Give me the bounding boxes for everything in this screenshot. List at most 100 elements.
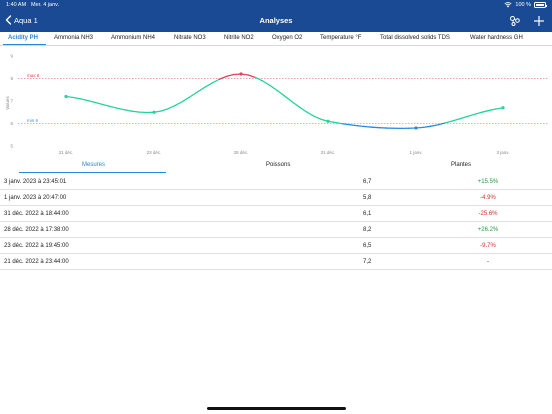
row-date: 21 déc. 2022 à 23:44:00 <box>4 258 69 265</box>
status-time: 1:40 AM <box>6 2 27 8</box>
x-tick-label: 28 déc. <box>234 150 249 155</box>
table-row[interactable]: 31 déc. 2022 à 18:44:00 6,1 -25.6% <box>0 206 552 222</box>
series-line-segment <box>72 96 82 100</box>
series-line-segment <box>437 122 446 126</box>
header: 1:40 AM Mer. 4 janv. 100 % Aqua 1 Analys… <box>0 0 552 32</box>
reference-line-label: min 6 <box>27 118 39 123</box>
tab-nitrite-no2[interactable]: Nitrite NO2 <box>224 35 254 41</box>
y-tick-label: 8 <box>10 76 13 81</box>
data-point <box>64 94 68 99</box>
series-line-segment <box>160 107 170 112</box>
tab-ammonium-nh4[interactable]: Ammonium NH4 <box>111 35 156 41</box>
battery-icon <box>534 2 547 8</box>
series-line-segment <box>305 111 315 117</box>
segment-plantes[interactable]: Plantes <box>451 162 472 168</box>
series-line-segment <box>131 110 140 113</box>
series-line-segment <box>225 73 235 78</box>
table-row[interactable]: 3 janv. 2023 à 23:45:01 6,7 +15.5% <box>0 174 552 190</box>
row-date: 1 janv. 2023 à 20:47:00 <box>4 194 67 201</box>
tab-oxygen-o2[interactable]: Oxygen O2 <box>272 35 303 41</box>
series-line-segment <box>94 101 104 106</box>
row-date: 3 janv. 2023 à 23:45:01 <box>4 178 67 185</box>
series-line-segment <box>342 123 351 126</box>
y-tick-label: 7 <box>10 99 13 104</box>
row-value: 6,7 <box>363 178 372 185</box>
row-date: 31 déc. 2022 à 18:44:00 <box>4 210 69 217</box>
parameter-tabs: Acidity PH Ammonia NH3 Ammonium NH4 Nitr… <box>0 32 552 46</box>
series-line-segment <box>487 108 497 112</box>
series-line-segment <box>182 95 191 102</box>
series-line-segment <box>473 111 482 116</box>
row-change: +26.2% <box>477 226 499 233</box>
tab-temperature[interactable]: Temperature °F <box>320 35 362 41</box>
back-label: Aqua 1 <box>14 15 38 25</box>
series-line-segment <box>269 84 278 92</box>
series-line-segment <box>466 113 475 118</box>
table-row[interactable]: 28 déc. 2022 à 17:38:00 8,2 +26.2% <box>0 222 552 238</box>
series-line-segment <box>87 99 96 104</box>
back-button[interactable]: Aqua 1 <box>5 15 38 25</box>
series-line-segment <box>480 109 490 114</box>
series-line-segment <box>175 100 184 106</box>
battery-percent: 100 % <box>515 2 531 8</box>
series-line-segment <box>283 95 293 103</box>
series-line-segment <box>349 124 358 127</box>
table-row[interactable]: 21 déc. 2022 à 23:44:00 7,2 - <box>0 254 552 270</box>
row-value: 8,2 <box>363 226 372 233</box>
series-line-segment <box>364 125 373 128</box>
series-line-segment <box>422 125 432 129</box>
y-axis-label: Values <box>5 96 10 110</box>
series-line-segment <box>334 121 344 125</box>
page-title: Analyses <box>259 16 293 25</box>
series-line-segment <box>444 120 453 124</box>
data-point <box>239 72 243 76</box>
tab-acidity-ph[interactable]: Acidity PH <box>8 35 39 41</box>
ph-line-chart: 5 6 7 8 9 Values 21 déc. 23 déc. 28 déc. 31 déc. 1… <box>5 54 548 155</box>
active-segment-indicator <box>19 172 166 174</box>
row-date: 28 déc. 2022 à 17:38:00 <box>4 226 69 233</box>
nav-bar: Aqua 1 Analyses <box>0 11 552 32</box>
series-line-segment <box>276 89 286 97</box>
table-row[interactable]: 23 déc. 2022 à 19:45:00 6,5 -9.7% <box>0 238 552 254</box>
status-bar: 1:40 AM Mer. 4 janv. 100 % <box>0 0 552 11</box>
data-point <box>326 119 330 123</box>
status-date: Mer. 4 janv. <box>31 2 60 8</box>
row-change: -9.7% <box>480 242 496 249</box>
segment-poissons[interactable]: Poissons <box>266 162 291 168</box>
series-line-segment <box>196 86 206 93</box>
reference-line-label: max 8 <box>27 73 40 78</box>
series-line-segment <box>80 98 89 102</box>
tab-water-hardness[interactable]: Water hardness GH <box>470 35 523 41</box>
series-line-segment <box>429 124 439 127</box>
row-date: 23 déc. 2022 à 19:45:00 <box>4 242 69 249</box>
segment-mesures[interactable]: Mesures <box>82 162 106 168</box>
add-icon[interactable] <box>533 14 545 26</box>
x-tick-label: 21 déc. <box>59 150 74 155</box>
tab-ammonia-nh3[interactable]: Ammonia NH3 <box>54 35 94 41</box>
series-line-segment <box>189 91 199 98</box>
table-row[interactable]: 1 janv. 2023 à 20:47:00 5,8 -4.9% <box>0 190 552 206</box>
tab-nitrate-no3[interactable]: Nitrate NO3 <box>174 35 206 41</box>
series-line-segment <box>451 118 461 122</box>
measurements-list: 3 janv. 2023 à 23:45:01 6,7 +15.5% 1 jan… <box>0 174 552 270</box>
row-change: +15.5% <box>477 178 499 185</box>
series-line-segment <box>116 107 126 111</box>
tab-tds[interactable]: Total dissolved solids TDS <box>380 35 450 41</box>
series-line-segment <box>262 80 271 87</box>
data-point <box>152 110 156 114</box>
data-point <box>414 126 418 130</box>
x-tick-label: 31 déc. <box>321 150 336 155</box>
nav-actions <box>509 14 545 26</box>
row-change: - <box>487 258 489 265</box>
status-right: 100 % <box>504 2 547 8</box>
data-point <box>501 106 505 110</box>
series-line-segment <box>312 115 322 120</box>
row-value: 6,5 <box>363 242 372 249</box>
y-tick-label: 6 <box>10 121 13 126</box>
series-line-segment <box>254 76 264 82</box>
molecule-icon[interactable] <box>509 14 521 26</box>
wifi-icon <box>504 2 512 8</box>
series-line-segment <box>211 78 220 84</box>
row-value: 6,1 <box>363 210 372 217</box>
